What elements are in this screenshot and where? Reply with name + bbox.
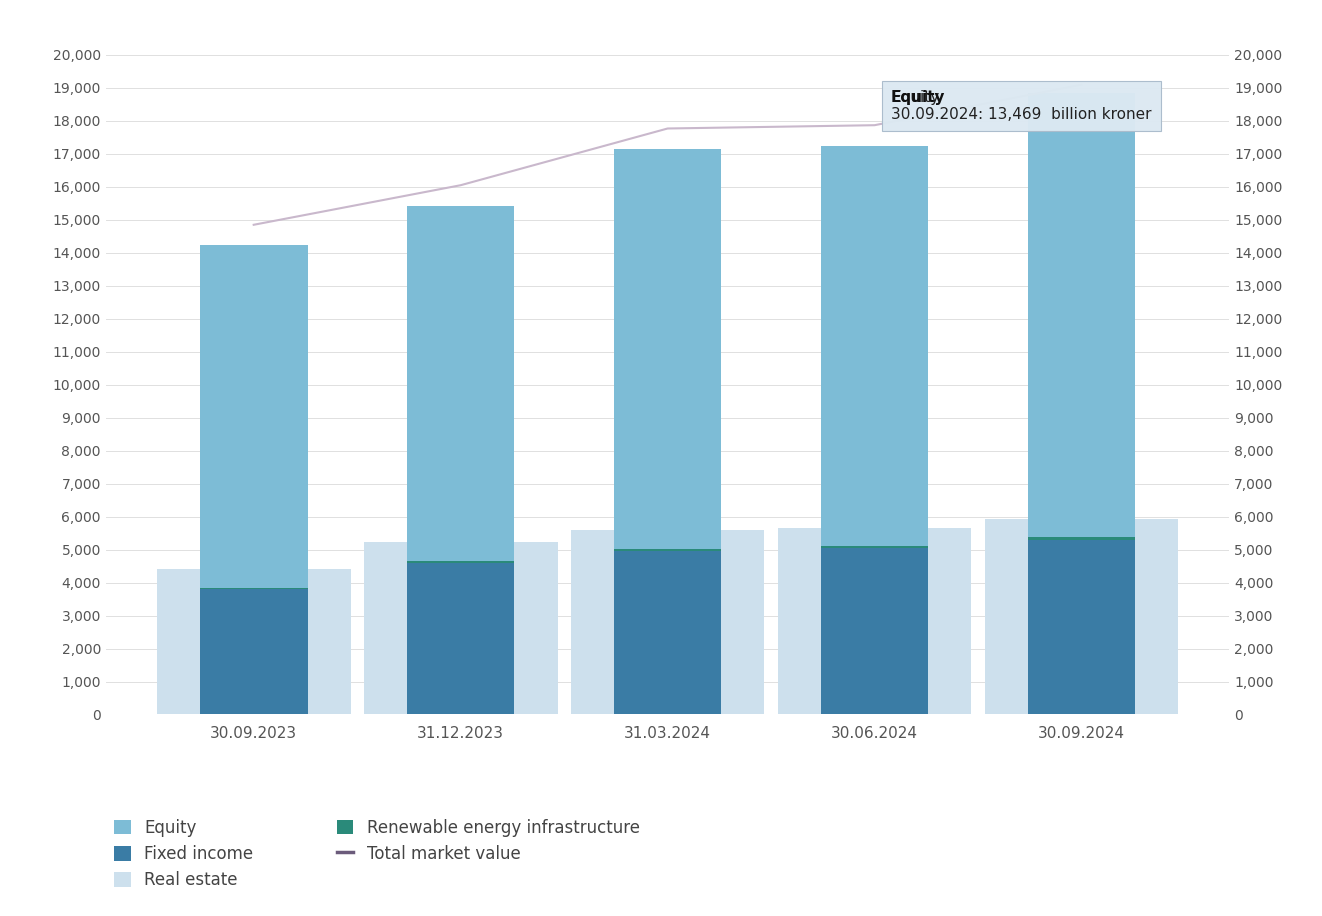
Bar xyxy=(613,549,722,551)
Bar xyxy=(407,562,514,714)
Bar xyxy=(200,589,308,714)
Bar xyxy=(985,519,1178,714)
Bar xyxy=(1027,540,1136,714)
Total market value xyxy=(867,120,883,131)
Total market value xyxy=(1073,79,1089,90)
Bar xyxy=(613,149,722,549)
Text: Equity: Equity xyxy=(891,91,945,105)
Total market value xyxy=(452,180,468,191)
Bar xyxy=(200,245,308,587)
Bar xyxy=(613,551,722,714)
Bar xyxy=(777,528,972,714)
Bar xyxy=(407,206,514,562)
Bar xyxy=(1027,538,1136,540)
Bar xyxy=(571,530,764,714)
Bar xyxy=(364,542,558,714)
Total market value xyxy=(660,123,676,134)
Total market value xyxy=(246,219,262,230)
Bar xyxy=(1027,93,1136,538)
Line: Total market value: Total market value xyxy=(254,84,1081,224)
Bar xyxy=(200,587,308,589)
Bar xyxy=(157,570,350,714)
Bar xyxy=(821,548,928,714)
Text: Equity
30.09.2024: 13,469  billion kroner: Equity 30.09.2024: 13,469 billion kroner xyxy=(891,90,1151,122)
Bar xyxy=(821,546,928,548)
Bar xyxy=(821,146,928,546)
Legend: Equity, Fixed income, Real estate, Renewable energy infrastructure, Total market: Equity, Fixed income, Real estate, Renew… xyxy=(114,819,640,889)
